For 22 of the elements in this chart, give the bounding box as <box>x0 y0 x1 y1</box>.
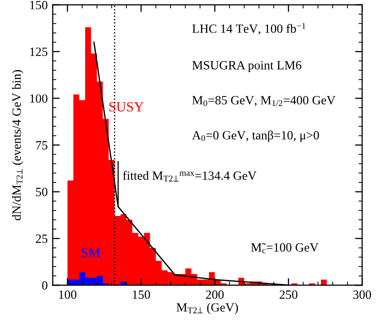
annotation: M$_{0}$=85 GeV, M$_{1/2}$=400 GeV <box>192 96 336 106</box>
x-tick-label: 300 <box>353 290 372 299</box>
y-tick-label: 0 <box>42 281 48 290</box>
x-tick-label: 250 <box>280 290 298 299</box>
annotation: MSUGRA point LM6 <box>192 61 302 72</box>
series-label: SM <box>81 248 100 258</box>
x-tick-label: 100 <box>59 290 76 299</box>
annotation: M̃$_{c}$=100 GeV <box>251 243 319 254</box>
x-axis-title: M$_{T2⊥}$ (GeV) <box>176 302 238 314</box>
y-tick-label: 100 <box>30 94 48 103</box>
y-tick-label: 150 <box>30 0 48 10</box>
annotation: fitted M$_{T2⊥}$$^{max}$=134.4 GeV <box>122 170 256 182</box>
y-tick-label: 75 <box>36 141 48 150</box>
annotation: A$_{0}$=0 GeV, tanβ=10, μ>0 <box>192 130 319 142</box>
y-axis-title: dN/dM$_{T2⊥}$ (events/4 GeV bin) <box>12 70 24 220</box>
y-tick-label: 25 <box>36 234 48 243</box>
y-tick-label: 50 <box>36 188 48 196</box>
series-label: SUSY <box>109 102 144 112</box>
x-tick-label: 200 <box>206 290 224 299</box>
annotation: LHC 14 TeV, 100 fb$^{−1}$ <box>192 23 306 35</box>
y-tick-label: 125 <box>30 48 48 56</box>
x-tick-label: 150 <box>132 290 150 299</box>
